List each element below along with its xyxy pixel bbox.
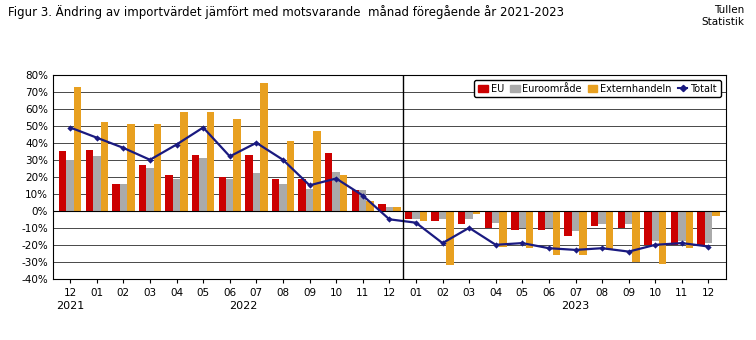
Bar	[67, 160, 74, 211]
Bar	[618, 211, 625, 228]
Bar	[119, 184, 127, 211]
Bar	[545, 211, 553, 228]
Bar	[139, 165, 146, 211]
Bar	[359, 190, 367, 211]
Bar	[492, 211, 500, 223]
Bar	[153, 124, 161, 211]
Bar	[458, 211, 466, 224]
Bar	[697, 211, 705, 245]
Bar	[659, 211, 667, 264]
Bar	[511, 211, 519, 230]
Bar	[393, 207, 401, 211]
Bar	[93, 156, 101, 211]
Bar	[438, 211, 446, 219]
Bar	[579, 211, 587, 255]
Bar	[146, 168, 153, 211]
Bar	[686, 211, 693, 248]
Bar	[671, 211, 678, 245]
Bar	[712, 211, 720, 216]
Bar	[306, 189, 313, 211]
Bar	[404, 211, 412, 219]
Bar	[112, 184, 119, 211]
Bar	[74, 87, 82, 211]
Bar	[519, 211, 526, 228]
Bar	[420, 211, 427, 221]
Bar	[466, 211, 472, 219]
Bar	[644, 211, 652, 245]
Bar	[378, 204, 386, 211]
Bar	[412, 211, 420, 219]
Text: 2023: 2023	[562, 301, 590, 311]
Bar	[245, 155, 253, 211]
Bar	[166, 175, 173, 211]
Bar	[173, 178, 181, 211]
Bar	[181, 112, 187, 211]
Bar	[59, 151, 67, 211]
Bar	[287, 141, 294, 211]
Bar	[226, 178, 234, 211]
Bar	[234, 119, 241, 211]
Bar	[678, 211, 686, 241]
Bar	[446, 211, 454, 265]
Legend: EU, Euroområde, Externhandeln, Totalt: EU, Euroområde, Externhandeln, Totalt	[474, 80, 721, 98]
Bar	[553, 211, 560, 255]
Bar	[367, 201, 374, 211]
Bar	[705, 211, 712, 243]
Text: Tullen
Statistik: Tullen Statistik	[702, 5, 745, 27]
Bar	[633, 211, 640, 262]
Bar	[598, 211, 606, 224]
Bar	[572, 211, 579, 231]
Bar	[652, 211, 659, 241]
Bar	[591, 211, 598, 226]
Bar	[606, 211, 613, 250]
Bar	[625, 211, 633, 224]
Bar	[485, 211, 492, 228]
Bar	[192, 155, 200, 211]
Bar	[260, 83, 268, 211]
Bar	[333, 172, 340, 211]
Text: 2021: 2021	[56, 301, 85, 311]
Bar	[200, 158, 207, 211]
Bar	[127, 124, 135, 211]
Bar	[340, 175, 347, 211]
Bar	[564, 211, 572, 236]
Bar	[101, 122, 108, 211]
Bar	[218, 177, 226, 211]
Bar	[472, 211, 480, 214]
Bar	[352, 190, 359, 211]
Bar	[526, 211, 534, 248]
Bar	[279, 184, 287, 211]
Bar	[253, 173, 260, 211]
Text: Figur 3. Ändring av importvärdet jämfört med motsvarande  månad föregående år 20: Figur 3. Ändring av importvärdet jämfört…	[8, 5, 563, 19]
Text: 2022: 2022	[229, 301, 257, 311]
Bar	[299, 178, 306, 211]
Bar	[85, 150, 93, 211]
Bar	[500, 211, 507, 246]
Bar	[386, 207, 393, 211]
Bar	[432, 211, 438, 221]
Bar	[272, 178, 279, 211]
Bar	[325, 153, 333, 211]
Bar	[313, 131, 321, 211]
Bar	[538, 211, 545, 230]
Bar	[207, 112, 215, 211]
